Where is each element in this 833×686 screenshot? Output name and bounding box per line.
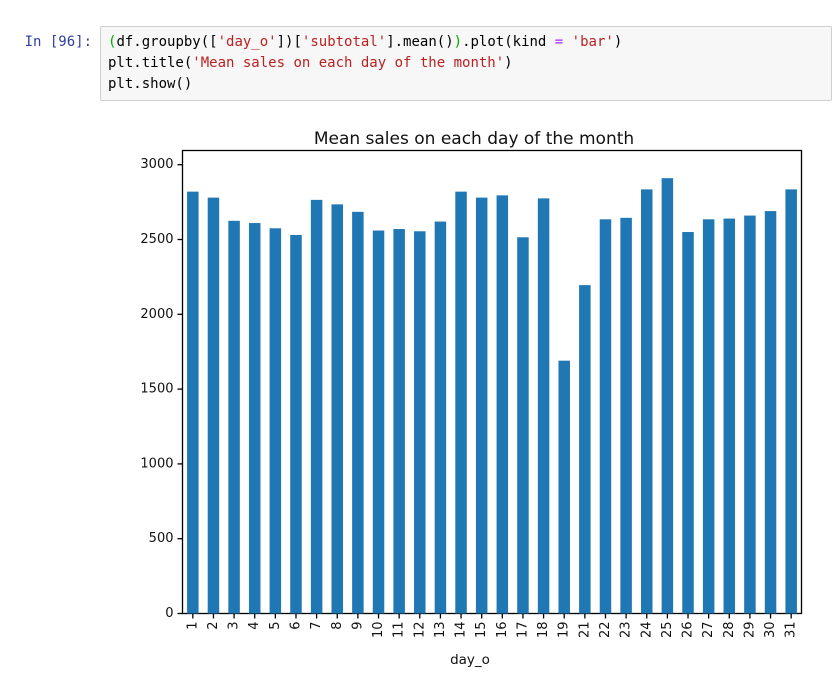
code-token-string: 'day_o' xyxy=(217,34,277,50)
bar-day-23 xyxy=(620,217,632,614)
code-line: plt.title('Mean sales on each day of the… xyxy=(108,53,823,74)
x-tick-label: 21 xyxy=(577,622,592,639)
bar-day-26 xyxy=(682,232,694,614)
x-tick-label: 22 xyxy=(598,622,613,639)
x-tick-label: 3 xyxy=(227,622,242,630)
bar-day-22 xyxy=(599,219,612,614)
x-tick-label: 15 xyxy=(474,622,489,639)
code-token-operator: = xyxy=(554,34,564,50)
bar-day-28 xyxy=(723,218,736,614)
x-tick-label: 2 xyxy=(206,622,221,630)
x-tick-label: 4 xyxy=(247,622,262,630)
code-line: (df.groupby(['day_o'])['subtotal'].mean(… xyxy=(108,32,823,53)
code-token-plain: .plot(kind xyxy=(462,34,555,50)
bar-day-16 xyxy=(496,195,509,614)
code-token-bracket: ( xyxy=(108,34,117,50)
bar-day-27 xyxy=(702,219,715,614)
bar-day-31 xyxy=(785,189,797,614)
bar-day-19 xyxy=(558,360,570,614)
x-tick-label: 19 xyxy=(557,622,572,639)
x-tick-label: 29 xyxy=(742,622,757,639)
x-tick-label: 1 xyxy=(185,622,200,630)
y-tick-label: 1500 xyxy=(140,382,173,397)
code-token-string: 'bar' xyxy=(571,34,614,50)
x-tick-label: 24 xyxy=(639,622,654,639)
plot-frame xyxy=(181,149,803,615)
code-token-plain xyxy=(563,34,571,50)
bar-day-12 xyxy=(414,231,426,614)
bar-day-5 xyxy=(269,228,282,614)
code-token-string: 'subtotal' xyxy=(301,34,387,50)
x-tick-label: 13 xyxy=(433,622,448,639)
bar-day-25 xyxy=(661,178,674,614)
bar-day-4 xyxy=(248,223,261,614)
x-tick-label: 30 xyxy=(763,622,778,639)
x-tick-label: 11 xyxy=(392,622,407,639)
bar-day-14 xyxy=(455,191,467,614)
code-token-bracket: ) xyxy=(453,34,463,50)
code-line: plt.show() xyxy=(108,74,823,95)
bar-day-9 xyxy=(352,211,364,614)
code-token-string: 'Mean sales on each day of the month' xyxy=(192,55,505,71)
y-tick-label: 500 xyxy=(149,531,174,546)
bar-day-2 xyxy=(207,197,220,614)
code-input[interactable]: (df.groupby(['day_o'])['subtotal'].mean(… xyxy=(100,26,832,101)
bar-day-10 xyxy=(372,230,385,614)
bar-day-24 xyxy=(641,189,653,614)
input-prompt: In [96]: xyxy=(24,34,92,50)
x-axis-label: day_o xyxy=(450,652,490,668)
x-tick-label: 31 xyxy=(784,622,799,639)
bar-day-7 xyxy=(310,199,323,614)
x-tick-label: 26 xyxy=(681,622,696,639)
x-tick-label: 9 xyxy=(350,622,365,630)
code-token-plain: plt.show() xyxy=(108,76,193,92)
bar-day-6 xyxy=(290,235,302,614)
x-tick-label: 14 xyxy=(454,622,469,639)
x-tick-label: 18 xyxy=(536,622,551,639)
bar-day-11 xyxy=(393,229,405,614)
code-token-plain: df.groupby([ xyxy=(116,34,218,50)
chart-title: Mean sales on each day of the month xyxy=(314,129,634,149)
bar-day-8 xyxy=(331,204,343,614)
x-tick-label: 16 xyxy=(495,622,510,639)
x-tick-label: 17 xyxy=(515,622,530,639)
code-token-plain: ].mean() xyxy=(386,34,454,50)
bar-day-15 xyxy=(475,197,488,614)
x-tick-label: 23 xyxy=(619,622,634,639)
bar-day-29 xyxy=(744,215,756,614)
x-tick-label: 7 xyxy=(309,622,324,630)
bar-day-3 xyxy=(228,220,240,614)
x-tick-label: 28 xyxy=(722,622,737,639)
bar-day-30 xyxy=(764,211,777,614)
y-tick-label: 2000 xyxy=(140,307,173,322)
code-token-plain: plt.title( xyxy=(108,55,193,71)
bar-day-18 xyxy=(537,198,550,614)
y-tick-label: 0 xyxy=(165,606,173,621)
y-tick-label: 2500 xyxy=(140,232,173,247)
x-tick-label: 12 xyxy=(412,622,427,639)
x-tick-label: 5 xyxy=(268,622,283,630)
code-token-plain: ) xyxy=(613,34,623,50)
code-token-plain: ])[ xyxy=(276,34,302,50)
y-tick-label: 1000 xyxy=(140,456,173,471)
x-tick-label: 27 xyxy=(701,622,716,639)
x-tick-label: 25 xyxy=(660,622,675,639)
x-tick-label: 8 xyxy=(330,622,345,630)
y-tick-label: 3000 xyxy=(140,157,173,172)
bar-day-21 xyxy=(579,285,591,614)
code-token-plain: ) xyxy=(504,55,513,71)
x-tick-label: 6 xyxy=(288,622,303,630)
bar-day-1 xyxy=(187,191,199,614)
bar-day-17 xyxy=(517,237,529,614)
x-tick-label: 10 xyxy=(371,622,386,639)
bar-day-13 xyxy=(434,221,447,614)
